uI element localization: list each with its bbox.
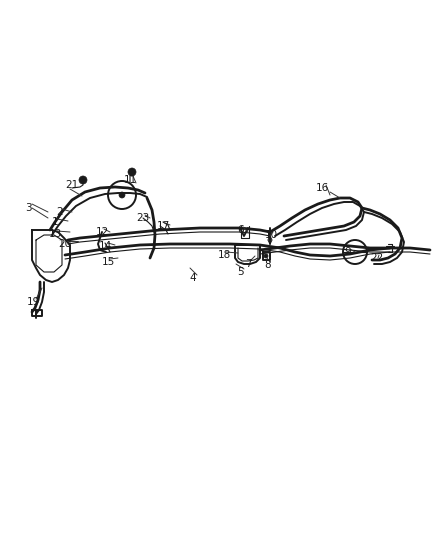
Text: 6: 6: [238, 225, 244, 235]
Text: 5: 5: [237, 267, 244, 277]
Text: 2: 2: [57, 207, 64, 217]
Text: 10: 10: [265, 230, 278, 240]
Text: 16: 16: [315, 183, 328, 193]
Text: 3: 3: [25, 203, 31, 213]
Text: 8: 8: [265, 260, 271, 270]
Circle shape: [79, 176, 87, 184]
Text: 9: 9: [345, 247, 351, 257]
Text: 1: 1: [52, 217, 58, 227]
Text: 14: 14: [99, 241, 112, 251]
Text: 23: 23: [136, 213, 150, 223]
Text: 13: 13: [48, 229, 62, 239]
Text: 4: 4: [190, 273, 196, 283]
Text: 22: 22: [371, 253, 384, 263]
Text: 12: 12: [95, 227, 109, 237]
Text: 7: 7: [245, 259, 251, 269]
Circle shape: [119, 192, 125, 198]
Text: 18: 18: [217, 250, 231, 260]
Text: 15: 15: [101, 257, 115, 267]
Text: 17: 17: [156, 221, 170, 231]
Text: 21: 21: [65, 180, 79, 190]
Text: 19: 19: [26, 297, 39, 307]
Circle shape: [264, 254, 268, 258]
Text: 20: 20: [58, 239, 71, 249]
Text: 11: 11: [124, 175, 137, 185]
Circle shape: [128, 168, 136, 176]
